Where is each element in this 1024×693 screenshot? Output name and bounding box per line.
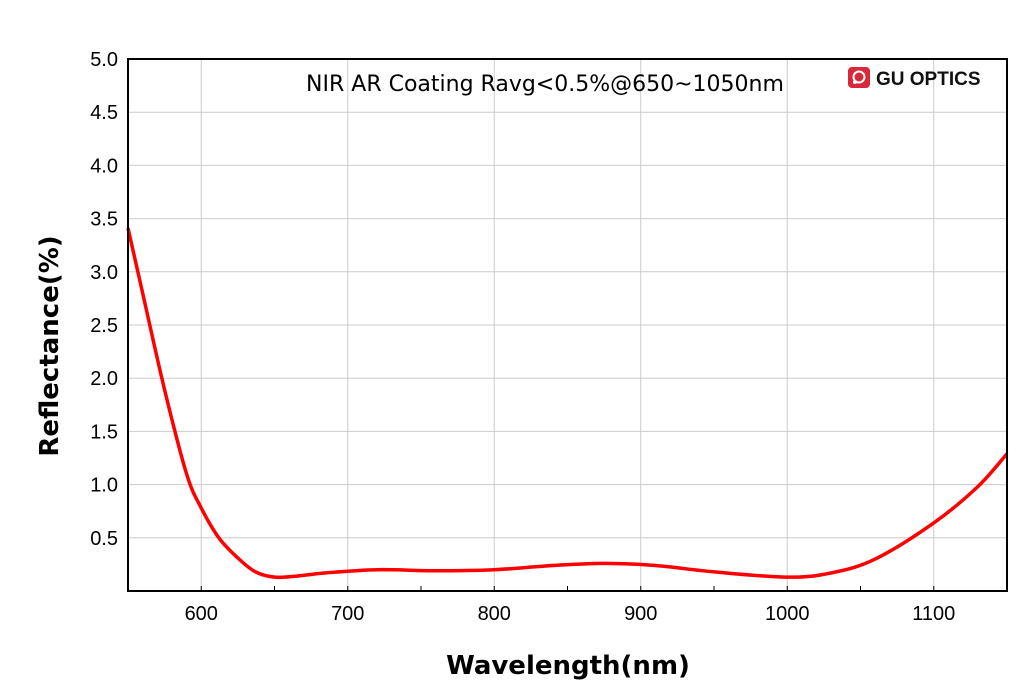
y-tick-label: 4.0 [90,155,118,177]
y-tick-label: 1.0 [90,475,118,497]
plot-frame [127,58,1008,592]
x-tick-label: 700 [331,603,364,625]
y-tick-label: 4.5 [90,102,118,124]
y-axis-label: Reflectance(%) [35,235,65,456]
x-axis-label: Wavelength(nm) [446,651,690,681]
x-tick-label: 600 [185,603,218,625]
y-tick-label: 2.5 [90,315,118,337]
x-tick-label: 800 [478,603,511,625]
x-tick-label: 900 [624,603,657,625]
chart-title: NIR AR Coating Ravg<0.5%@650~1050nm [306,72,784,97]
x-tick-label: 1100 [912,603,955,625]
x-tick-label: 1000 [765,603,810,625]
y-tick-label: 5.0 [90,49,118,71]
y-tick-label: 2.0 [90,368,118,390]
y-ticks: 0.5 1.0 1.5 2.0 2.5 3.0 3.5 4.0 4.5 5.0 [90,49,118,550]
y-tick-label: 1.5 [90,421,118,443]
y-tick-label: 0.5 [90,528,118,550]
y-tick-label: 3.5 [90,209,118,231]
grid [128,58,1007,591]
logo: GU OPTICS [848,67,981,90]
x-ticks: 600 700 800 900 1000 1100 [127,586,1008,625]
series-line-reflectance [126,227,1009,580]
logo-text: GU OPTICS [876,69,981,90]
y-tick-label: 3.0 [90,262,118,284]
logo-icon [848,67,870,88]
